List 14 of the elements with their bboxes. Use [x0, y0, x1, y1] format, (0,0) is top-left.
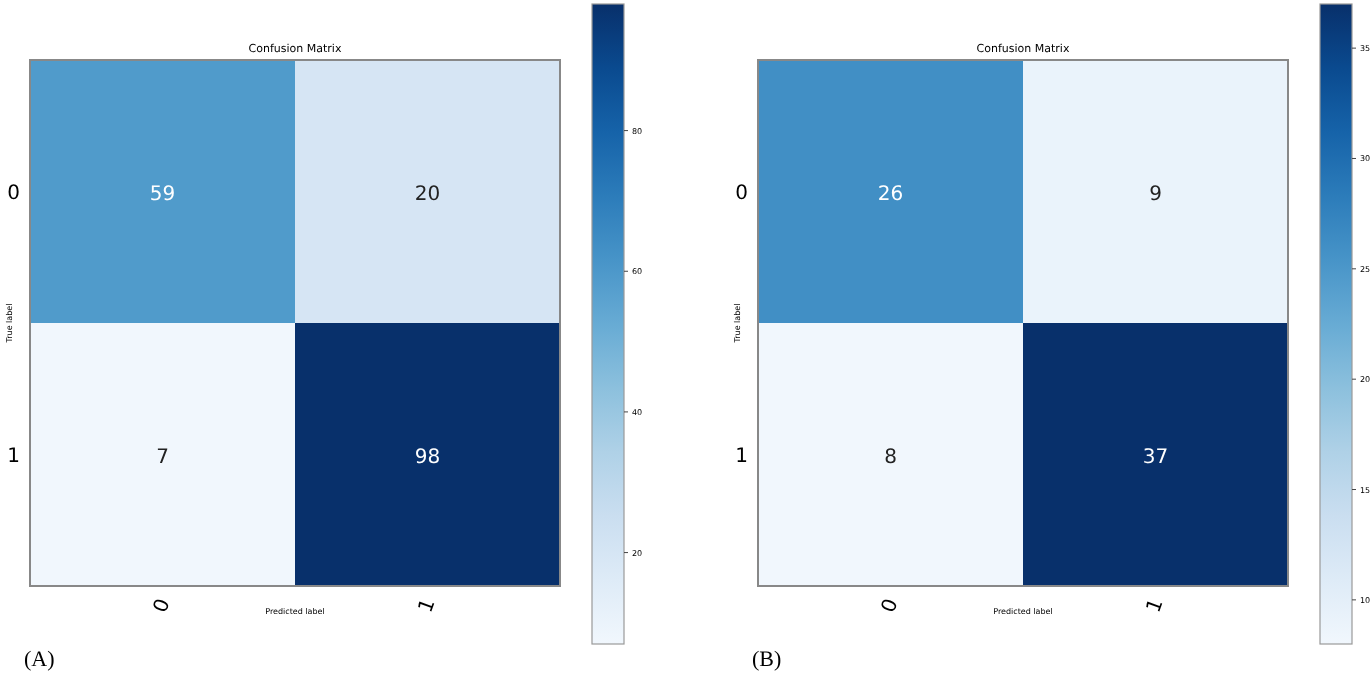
- data-label: 20: [414, 183, 441, 206]
- x-tick-label: 1: [1143, 596, 1169, 616]
- data-label: 7: [156, 446, 169, 469]
- x-tick-label: 0: [150, 596, 176, 616]
- data-label: 98: [414, 446, 441, 469]
- data-label: 26: [877, 183, 904, 206]
- x-tick-label: 0: [878, 596, 904, 616]
- data-label: 9: [1149, 183, 1162, 206]
- data-label: 37: [1142, 446, 1169, 469]
- data-label: 59: [149, 183, 176, 206]
- data-label: 8: [884, 446, 897, 469]
- text: (B): [752, 648, 782, 672]
- text: (A): [24, 648, 56, 672]
- x-tick-label: 1: [415, 596, 441, 616]
